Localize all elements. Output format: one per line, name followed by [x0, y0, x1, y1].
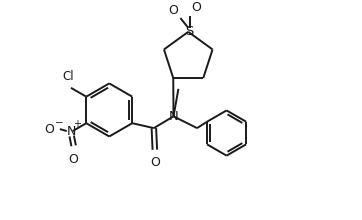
Text: N: N: [169, 110, 178, 123]
Text: +: +: [73, 119, 81, 129]
Text: Cl: Cl: [62, 70, 74, 83]
Text: O: O: [169, 4, 178, 17]
Text: O: O: [69, 153, 79, 166]
Text: O: O: [191, 1, 201, 14]
Text: O: O: [44, 123, 54, 136]
Text: −: −: [55, 118, 63, 128]
Text: O: O: [150, 156, 160, 169]
Text: S: S: [185, 25, 193, 38]
Text: N: N: [67, 125, 76, 138]
